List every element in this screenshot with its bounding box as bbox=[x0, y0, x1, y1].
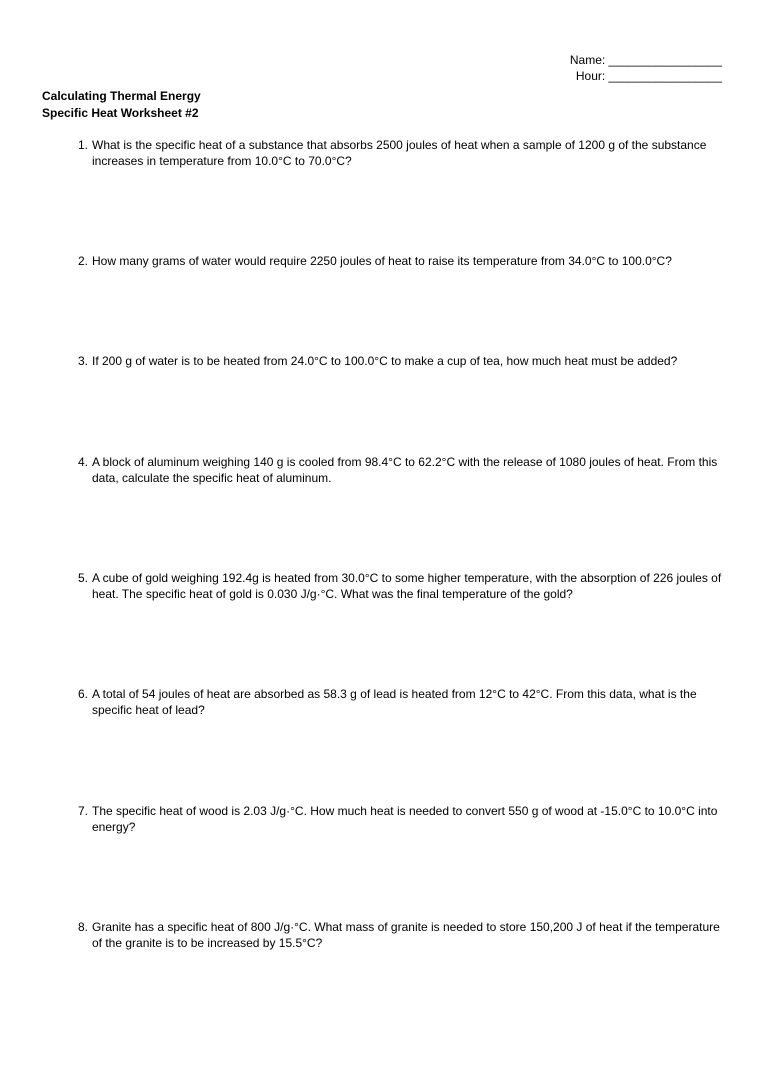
question-text: Granite has a specific heat of 800 J/g·°… bbox=[92, 919, 726, 951]
title-line-2: Specific Heat Worksheet #2 bbox=[42, 105, 726, 121]
question-number: 6. bbox=[70, 686, 88, 718]
title-block: Calculating Thermal Energy Specific Heat… bbox=[42, 88, 726, 120]
question-text: How many grams of water would require 22… bbox=[92, 253, 726, 269]
questions-list: 1. What is the specific heat of a substa… bbox=[42, 137, 726, 952]
question-item: 6. A total of 54 joules of heat are abso… bbox=[70, 686, 726, 718]
question-number: 4. bbox=[70, 454, 88, 486]
hour-line: Hour: _________________ bbox=[42, 68, 722, 84]
question-text: What is the specific heat of a substance… bbox=[92, 137, 726, 169]
question-number: 2. bbox=[70, 253, 88, 269]
question-text: A cube of gold weighing 192.4g is heated… bbox=[92, 570, 726, 602]
question-text: A block of aluminum weighing 140 g is co… bbox=[92, 454, 726, 486]
question-item: 8. Granite has a specific heat of 800 J/… bbox=[70, 919, 726, 951]
question-number: 7. bbox=[70, 803, 88, 835]
question-number: 5. bbox=[70, 570, 88, 602]
worksheet-page: Name: _________________ Hour: __________… bbox=[0, 0, 768, 1075]
question-item: 4. A block of aluminum weighing 140 g is… bbox=[70, 454, 726, 486]
question-number: 8. bbox=[70, 919, 88, 951]
question-text: If 200 g of water is to be heated from 2… bbox=[92, 353, 726, 369]
question-text: The specific heat of wood is 2.03 J/g·°C… bbox=[92, 803, 726, 835]
name-line: Name: _________________ bbox=[42, 52, 722, 68]
question-item: 1. What is the specific heat of a substa… bbox=[70, 137, 726, 169]
question-item: 7. The specific heat of wood is 2.03 J/g… bbox=[70, 803, 726, 835]
question-item: 5. A cube of gold weighing 192.4g is hea… bbox=[70, 570, 726, 602]
header-block: Name: _________________ Hour: __________… bbox=[42, 52, 722, 84]
question-number: 1. bbox=[70, 137, 88, 169]
question-item: 2. How many grams of water would require… bbox=[70, 253, 726, 269]
title-line-1: Calculating Thermal Energy bbox=[42, 88, 726, 104]
question-item: 3. If 200 g of water is to be heated fro… bbox=[70, 353, 726, 369]
question-number: 3. bbox=[70, 353, 88, 369]
question-text: A total of 54 joules of heat are absorbe… bbox=[92, 686, 726, 718]
